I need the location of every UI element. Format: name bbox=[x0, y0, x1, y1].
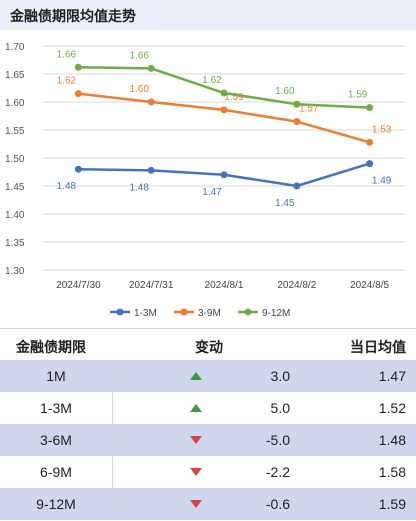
y-tick-label: 1.50 bbox=[5, 154, 25, 165]
data-label: 1.49 bbox=[372, 176, 392, 187]
legend-marker bbox=[116, 308, 124, 316]
x-tick-label: 2024/8/2 bbox=[277, 280, 316, 291]
cell-change: -2.2 bbox=[265, 464, 290, 480]
data-label: 1.60 bbox=[129, 84, 149, 95]
table-row: 9-12M -0.6 1.59 bbox=[0, 488, 416, 520]
column-divider bbox=[112, 456, 113, 488]
data-label: 1.47 bbox=[202, 187, 222, 198]
x-tick-label: 2024/8/1 bbox=[205, 280, 244, 291]
legend-entry: 3-9M bbox=[198, 308, 221, 319]
line-chart: 1.30 1.35 1.40 1.45 1.50 1.55 1.60 1.65 1.70 2024… bbox=[5, 42, 406, 319]
header-change: 变动 bbox=[195, 339, 223, 355]
data-point bbox=[74, 63, 82, 71]
data-point bbox=[220, 106, 228, 114]
cell-change: -5.0 bbox=[265, 432, 290, 448]
cell-change: 5.0 bbox=[270, 400, 290, 416]
data-label: 1.59 bbox=[348, 90, 368, 101]
table-row: 6-9M -2.2 1.58 bbox=[0, 456, 416, 488]
up-triangle-icon bbox=[190, 372, 202, 380]
header-term: 金融债期限 bbox=[16, 339, 86, 355]
cell-term: 6-9M bbox=[40, 464, 72, 480]
data-point bbox=[293, 100, 301, 108]
cell-average: 1.52 bbox=[378, 400, 406, 416]
cell-term: 1-3M bbox=[40, 400, 72, 416]
legend-marker bbox=[180, 308, 188, 316]
cell-term: 1M bbox=[46, 368, 66, 384]
up-triangle-icon bbox=[190, 404, 202, 412]
column-divider bbox=[112, 424, 113, 456]
y-tick-label: 1.60 bbox=[5, 98, 25, 109]
y-tick-label: 1.40 bbox=[5, 210, 25, 221]
data-point bbox=[220, 171, 228, 179]
column-divider bbox=[112, 360, 113, 392]
table-row: 3-6M -5.0 1.48 bbox=[0, 424, 416, 456]
chart-title: 金融债期限均值走势 bbox=[10, 8, 136, 24]
data-point bbox=[74, 90, 82, 98]
table-row: 1-3M 5.0 1.52 bbox=[0, 392, 416, 424]
down-triangle-icon bbox=[190, 436, 202, 444]
y-tick-label: 1.55 bbox=[5, 126, 25, 137]
data-point bbox=[147, 98, 155, 106]
data-label: 1.66 bbox=[57, 49, 77, 60]
header-avg: 当日均值 bbox=[350, 339, 406, 355]
data-point bbox=[147, 64, 155, 72]
y-tick-label: 1.70 bbox=[5, 42, 25, 53]
data-label: 1.60 bbox=[275, 86, 295, 97]
data-point bbox=[74, 165, 82, 173]
data-label: 1.62 bbox=[202, 75, 222, 86]
cell-change: 3.0 bbox=[270, 368, 290, 384]
down-triangle-icon bbox=[190, 468, 202, 476]
data-point bbox=[366, 104, 374, 112]
cell-change: -0.6 bbox=[265, 496, 290, 512]
y-tick-label: 1.35 bbox=[5, 238, 25, 249]
x-tick-label: 2024/7/31 bbox=[129, 280, 174, 291]
title-bar: 金融债期限均值走势 bbox=[0, 0, 416, 30]
y-tick-label: 1.45 bbox=[5, 182, 25, 193]
data-label: 1.48 bbox=[57, 181, 77, 192]
table-row: 1M 3.0 1.47 bbox=[0, 360, 416, 392]
column-divider bbox=[112, 392, 113, 424]
data-label: 1.45 bbox=[275, 198, 295, 209]
cell-term: 9-12M bbox=[36, 496, 76, 512]
legend-marker bbox=[244, 308, 252, 316]
data-label: 1.66 bbox=[129, 50, 149, 61]
data-label: 1.62 bbox=[57, 76, 77, 87]
data-point bbox=[366, 160, 374, 168]
data-label: 1.48 bbox=[129, 182, 149, 193]
cell-average: 1.47 bbox=[378, 368, 406, 384]
cell-average: 1.58 bbox=[378, 464, 406, 480]
down-triangle-icon bbox=[190, 500, 202, 508]
data-label: 1.53 bbox=[372, 124, 392, 135]
column-divider bbox=[112, 488, 113, 520]
table-header: 金融债期限 变动 当日均值 bbox=[0, 328, 416, 361]
legend-entry: 9-12M bbox=[262, 308, 290, 319]
x-tick-label: 2024/7/30 bbox=[56, 280, 101, 291]
x-tick-label: 2024/8/5 bbox=[350, 280, 389, 291]
data-point bbox=[293, 118, 301, 126]
data-point bbox=[293, 182, 301, 190]
data-point bbox=[366, 138, 374, 146]
cell-average: 1.48 bbox=[378, 432, 406, 448]
data-point bbox=[147, 166, 155, 174]
data-label: 1.59 bbox=[224, 92, 244, 103]
data-label: 1.57 bbox=[299, 104, 319, 115]
y-tick-label: 1.65 bbox=[5, 70, 25, 81]
legend-entry: 1-3M bbox=[134, 308, 157, 319]
data-point bbox=[220, 89, 228, 97]
y-tick-label: 1.30 bbox=[5, 266, 25, 277]
cell-term: 3-6M bbox=[40, 432, 72, 448]
cell-average: 1.59 bbox=[378, 496, 406, 512]
